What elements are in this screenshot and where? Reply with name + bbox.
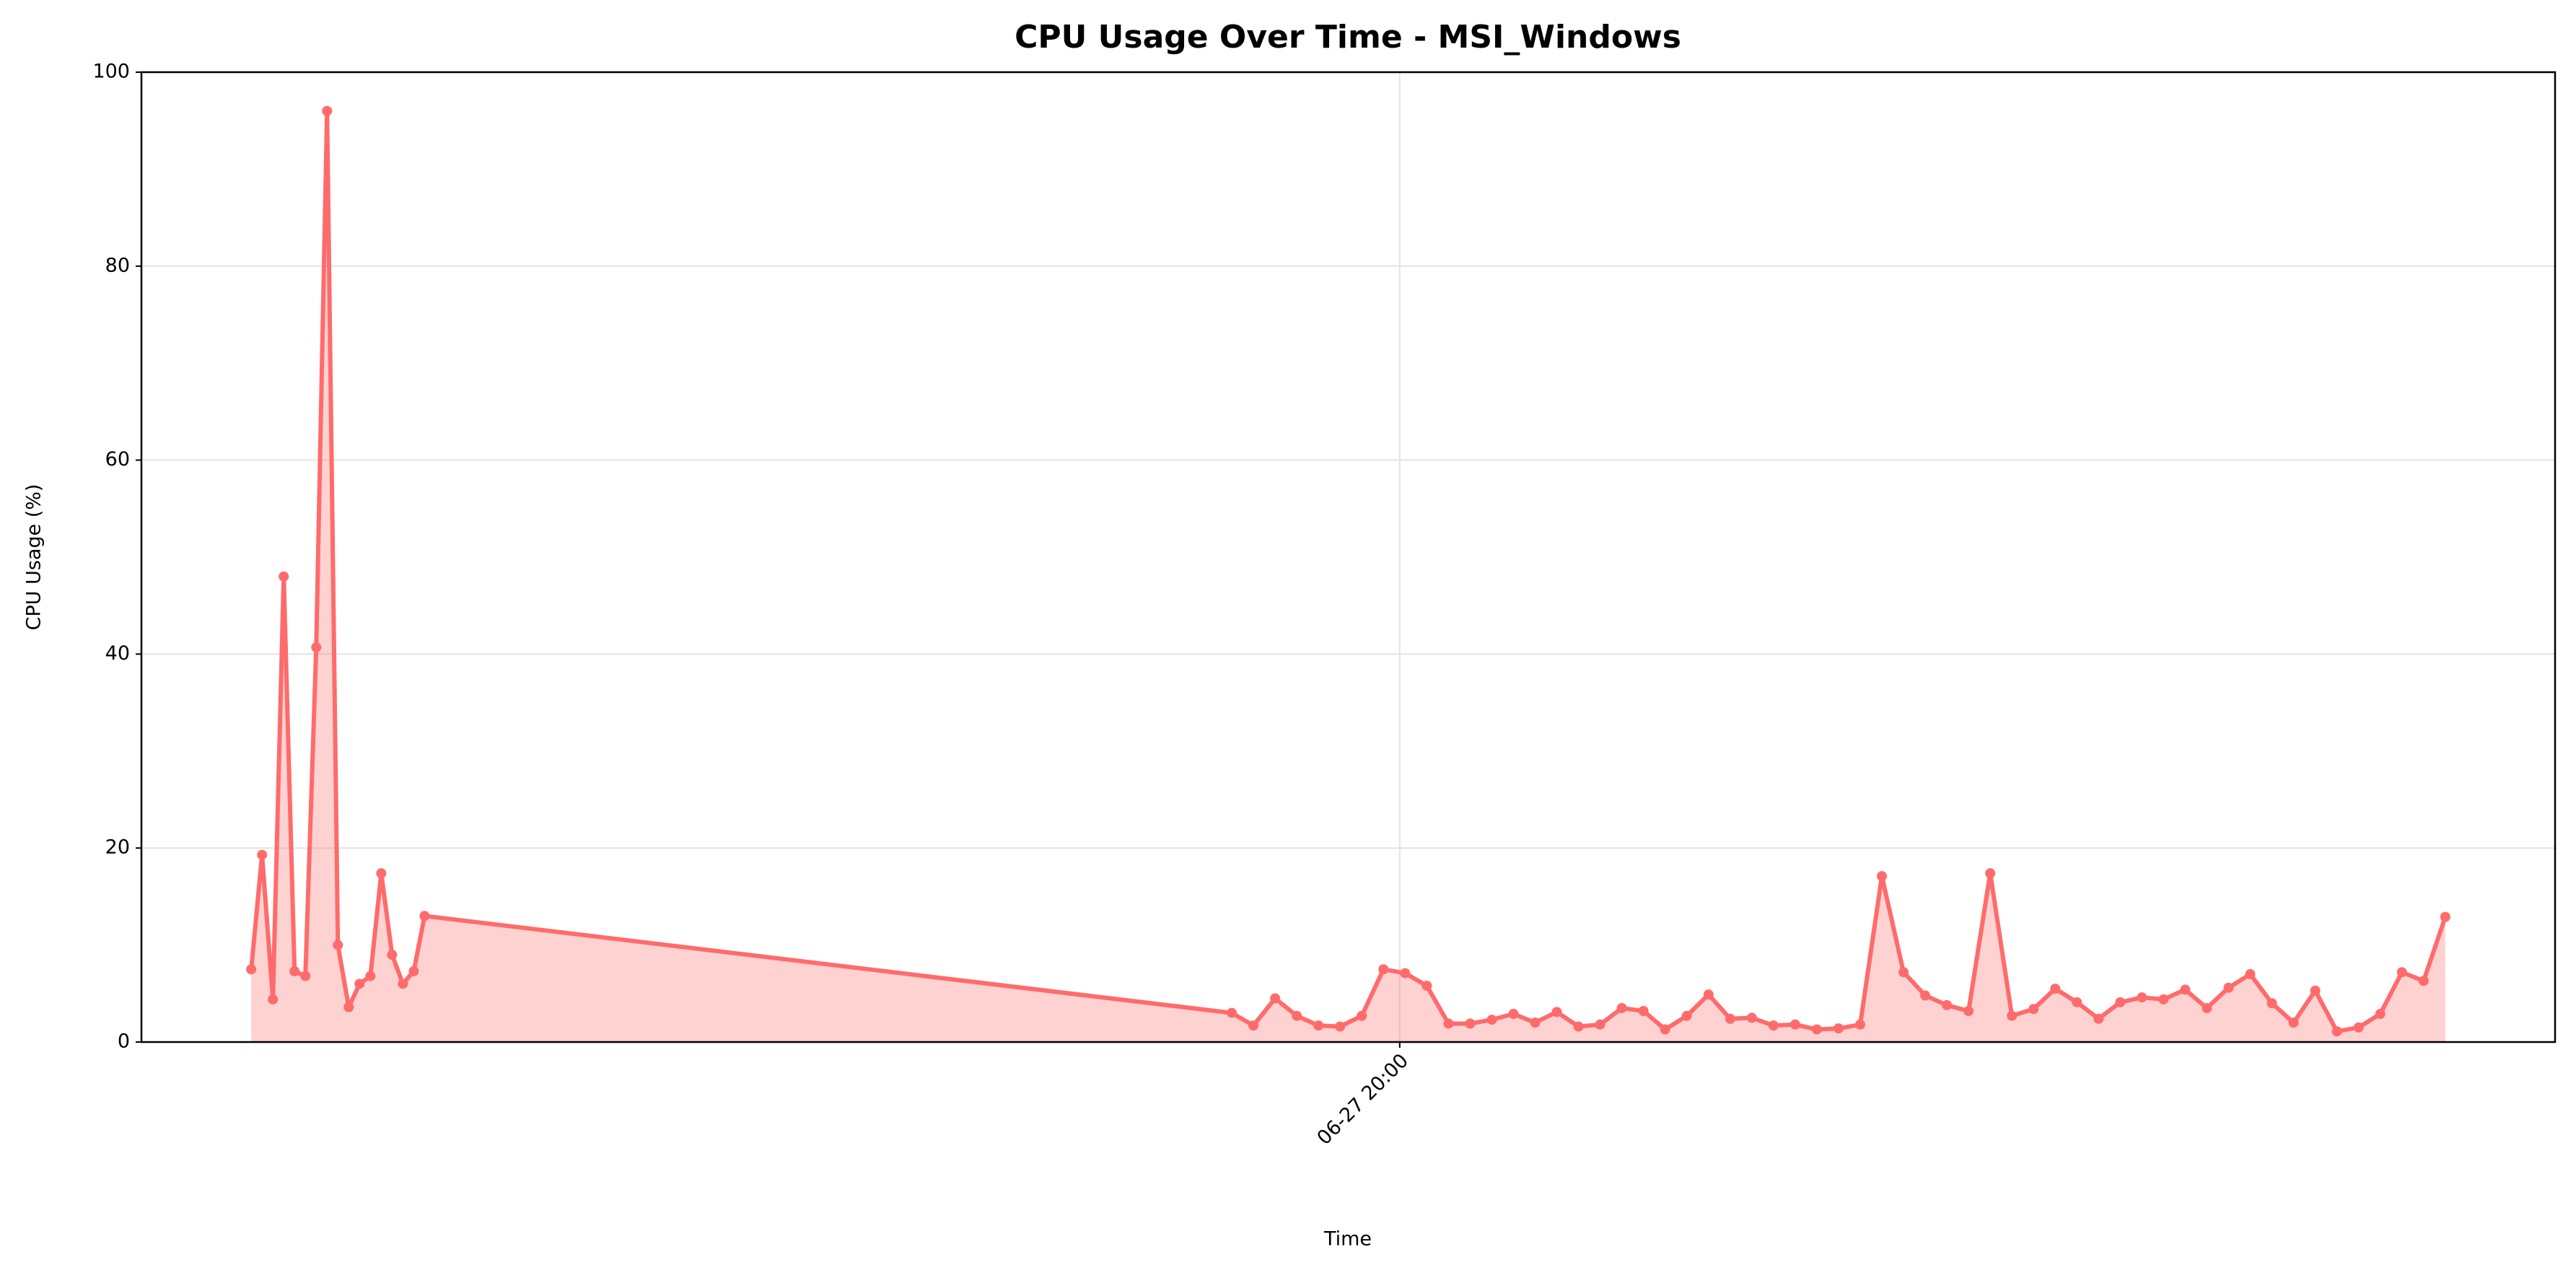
point: [1595, 1019, 1605, 1030]
point: [1616, 1002, 1627, 1013]
point: [1443, 1018, 1454, 1029]
point: [2137, 992, 2147, 1003]
point: [2418, 976, 2429, 986]
point: [2375, 1009, 2386, 1020]
x-axis-label: Time: [1323, 1228, 1372, 1251]
point: [1335, 1021, 1346, 1032]
point: [2115, 997, 2126, 1007]
point: [1357, 1010, 1367, 1021]
point: [1898, 967, 1909, 978]
point: [1811, 1024, 1822, 1035]
area: [251, 110, 2445, 1042]
point: [398, 979, 408, 989]
point: [333, 940, 343, 950]
point: [354, 979, 365, 989]
point: [1530, 1017, 1541, 1028]
point: [1854, 1019, 1865, 1030]
y-tick-label: 20: [105, 836, 130, 859]
y-tick-label: 100: [92, 61, 130, 83]
point: [1985, 868, 1996, 879]
point: [311, 642, 322, 652]
point: [246, 964, 257, 975]
point: [1789, 1019, 1800, 1030]
point: [343, 1002, 354, 1012]
point: [1877, 871, 1888, 882]
point: [1725, 1013, 1735, 1024]
point: [300, 971, 311, 981]
point: [387, 950, 398, 960]
point: [1681, 1010, 1692, 1021]
point: [1313, 1020, 1324, 1031]
point: [2331, 1026, 2342, 1037]
point: [1292, 1010, 1302, 1021]
point: [2050, 984, 2061, 994]
point: [1638, 1005, 1649, 1016]
point: [279, 571, 289, 582]
point: [2266, 998, 2277, 1009]
y-axis-label: CPU Usage (%): [23, 484, 45, 631]
point: [2245, 968, 2256, 979]
point: [2353, 1022, 2364, 1033]
point: [2202, 1002, 2212, 1013]
point: [2310, 985, 2321, 996]
point: [268, 994, 279, 1005]
point: [419, 911, 430, 922]
point: [2072, 997, 2082, 1007]
point: [1465, 1018, 1476, 1029]
point: [1768, 1020, 1779, 1031]
point: [1421, 981, 1432, 992]
point: [1248, 1020, 1259, 1031]
y-tick-label: 80: [105, 254, 130, 276]
y-tick-label: 60: [105, 448, 130, 471]
point: [1378, 964, 1389, 975]
point: [1660, 1024, 1670, 1035]
point: [1227, 1007, 1237, 1018]
point: [289, 966, 300, 976]
point: [1833, 1023, 1844, 1034]
point: [2093, 1013, 2104, 1024]
point: [2180, 984, 2191, 995]
point: [1963, 1005, 1974, 1016]
point: [322, 105, 333, 116]
y-tick-label: 40: [105, 642, 130, 665]
y-tick-label: 0: [118, 1030, 130, 1053]
chart-title: CPU Usage Over Time - MSI_Windows: [1015, 19, 1681, 56]
point: [1942, 999, 1953, 1010]
point: [2028, 1004, 2039, 1015]
point: [1746, 1012, 1757, 1023]
point: [1270, 993, 1281, 1004]
point: [365, 971, 376, 981]
plot-layer: [246, 105, 2450, 1042]
point: [2007, 1010, 2018, 1021]
axes-frame: [140, 71, 2557, 1043]
point: [1703, 989, 1714, 1000]
point: [376, 868, 387, 879]
point: [1400, 968, 1411, 979]
point: [2440, 911, 2450, 922]
point: [1573, 1021, 1584, 1032]
point: [2288, 1017, 2299, 1028]
point: [257, 849, 268, 860]
point: [408, 966, 419, 976]
point: [1920, 990, 1931, 1001]
point: [2158, 994, 2169, 1005]
point: [2223, 982, 2234, 993]
point: [1486, 1015, 1497, 1025]
point: [1508, 1009, 1519, 1020]
point: [1551, 1007, 1562, 1017]
point: [2396, 967, 2407, 978]
